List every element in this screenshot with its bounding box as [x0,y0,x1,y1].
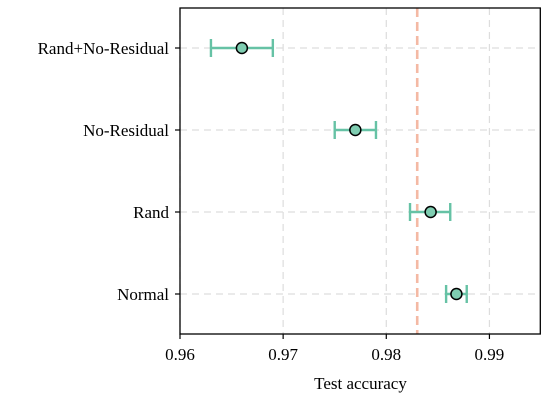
y-tick-label: No-Residual [83,121,169,140]
data-point [450,287,463,301]
y-tick-label: Rand [133,203,169,222]
grid [179,8,541,334]
y-axis: Rand+No-Residual No-Residual Rand Normal [38,39,180,304]
x-tick-label: 0.97 [268,345,298,364]
data-marks [209,39,468,303]
y-tick-label: Normal [117,285,169,304]
data-point [424,205,437,219]
data-point [235,41,249,55]
x-axis-label: Test accuracy [314,374,407,393]
x-tick-label: 0.96 [165,345,195,364]
y-tick-label: Rand+No-Residual [38,39,170,58]
x-tick-label: 0.99 [475,345,505,364]
x-tick-label: 0.98 [371,345,401,364]
plot-frame [179,7,541,335]
x-axis: 0.96 0.97 0.98 0.99 [165,334,504,364]
data-point [349,123,362,137]
